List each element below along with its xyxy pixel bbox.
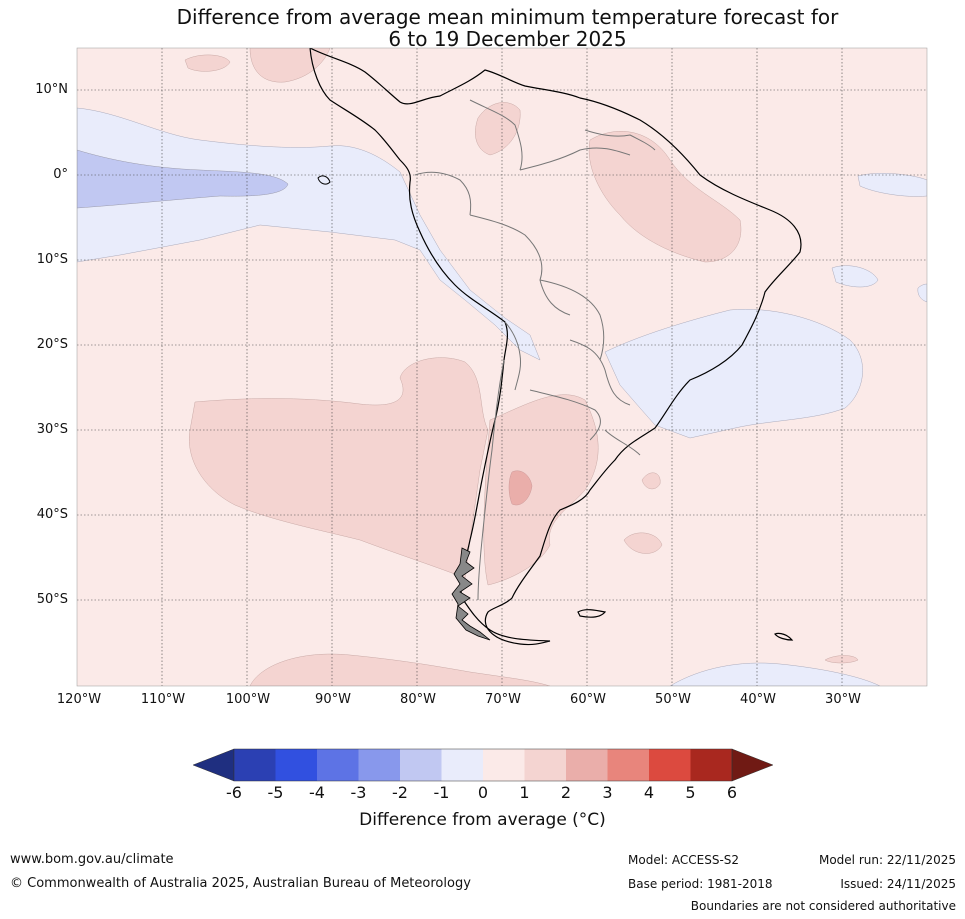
border-argentina-paraguay: [529, 389, 601, 441]
map-frame: [76, 47, 928, 687]
border-chile-argentina: [477, 359, 505, 601]
country-borders: [414, 99, 656, 601]
colorbar-tick: -4: [309, 783, 325, 802]
falkland-islands: [577, 609, 607, 618]
border-bolivia-brazil: [539, 279, 605, 361]
south-georgia-island: [774, 632, 794, 641]
border-colombia-ecuador: [414, 171, 472, 216]
colorbar-segment: [441, 749, 483, 781]
colorbar-tick: 4: [643, 783, 655, 802]
lat-label-0: 0°: [53, 167, 68, 182]
colorbar-tick: -5: [267, 783, 284, 802]
lon-label-80w: 80°W: [400, 692, 436, 707]
colorbar-tick: 5: [685, 783, 696, 802]
colorbar-arrow-high: [731, 748, 774, 782]
anomaly-area-southeast-pink: [824, 655, 859, 664]
anomaly-area-minus2: [77, 149, 289, 209]
anomaly-area-southeast-pacific: [188, 357, 489, 579]
patagonia-fjords: [451, 547, 491, 641]
anomaly-area-north-pacific: [184, 54, 231, 72]
footer-base-period: Base period: 1981-2018: [628, 877, 773, 891]
colorbar-segment: [524, 749, 566, 781]
anomaly-area-argentina-core: [508, 470, 533, 506]
lat-label-10n: 10°N: [35, 82, 68, 97]
lon-label-50w: 50°W: [655, 692, 691, 707]
forecast-map: [76, 47, 928, 687]
lon-label-30w: 30°W: [825, 692, 861, 707]
colorbar-tick: 6: [726, 783, 738, 802]
south-america-coastline: [309, 48, 802, 646]
colorbar-tick: 2: [560, 783, 572, 802]
lon-label-100w: 100°W: [225, 692, 271, 707]
border-peru-brazil: [469, 214, 571, 316]
footer-model-run: Model run: 22/11/2025: [818, 853, 956, 867]
colorbar-segment: [690, 749, 732, 781]
colorbar-segment: [607, 749, 649, 781]
lat-label-30s: 30°S: [36, 422, 68, 437]
colorbar-segment: [234, 749, 276, 781]
anomaly-area-atlantic-edge: [857, 173, 927, 197]
anomaly-area-colombia: [475, 102, 521, 156]
colorbar-tick: 1: [519, 783, 530, 802]
anomaly-area-atlantic-small: [831, 265, 879, 288]
colorbar-tick: 0: [477, 783, 489, 802]
colorbar-segment: [566, 749, 608, 781]
colorbar-label: Difference from average (°C): [359, 810, 606, 830]
anomaly-area-central-america: [249, 48, 331, 83]
lon-label-40w: 40°W: [740, 692, 776, 707]
colorbar-segment: [317, 749, 359, 781]
footer-model: Model: ACCESS-S2: [628, 853, 740, 867]
colorbar-tick: -6: [226, 783, 242, 802]
anomaly-area-uruguay-offshore: [641, 472, 661, 490]
anomaly-area-south-atlantic: [669, 662, 881, 686]
border-peru-bolivia: [504, 321, 521, 391]
colorbar-segment: [400, 749, 442, 781]
lat-label-20s: 20°S: [36, 337, 68, 352]
lon-label-70w: 70°W: [485, 692, 521, 707]
border-guianas: [584, 129, 656, 151]
border-uruguay: [604, 429, 641, 456]
colorbar-arrow-low: [192, 748, 235, 782]
border-colombia-venezuela: [469, 99, 523, 171]
footer-website: www.bom.gov.au/climate: [10, 852, 174, 867]
anomaly-area-south-atlantic-pink: [623, 532, 663, 554]
lat-label-10s: 10°S: [36, 252, 68, 267]
border-brazil-venezuela: [519, 147, 631, 171]
colorbar: [192, 748, 774, 782]
colorbar-tick: -3: [350, 783, 367, 802]
footer-copyright: © Commonwealth of Australia 2025, Austra…: [10, 876, 471, 891]
colorbar-segment: [483, 749, 525, 781]
colorbar-segment: [649, 749, 691, 781]
footer-issued: Issued: 24/11/2025: [840, 877, 956, 891]
colorbar-tick: -1: [433, 783, 450, 802]
lat-label-40s: 40°S: [36, 507, 68, 522]
anomaly-area-brazil-north: [588, 131, 742, 263]
lon-label-60w: 60°W: [570, 692, 606, 707]
anomaly-area-east-edge: [917, 283, 927, 303]
border-bolivia-paraguay: [569, 339, 631, 406]
lon-label-120w: 120°W: [56, 692, 102, 707]
anomaly-area-southern-ocean: [249, 653, 551, 686]
colorbar-tick: -2: [392, 783, 408, 802]
map-title-line-1: Difference from average mean minimum tem…: [176, 5, 839, 29]
colorbar-outline: [233, 748, 733, 782]
map-title-line-2: 6 to 19 December 2025: [388, 27, 627, 51]
lat-label-50s: 50°S: [36, 592, 68, 607]
colorbar-tick: 3: [602, 783, 613, 802]
galapagos-islands: [317, 175, 331, 185]
lon-label-90w: 90°W: [315, 692, 351, 707]
colorbar-segment: [358, 749, 400, 781]
graticule: [77, 48, 927, 686]
footer-disclaimer: Boundaries are not considered authoritat…: [690, 899, 956, 913]
lon-label-110w: 110°W: [140, 692, 186, 707]
colorbar-segment: [275, 749, 317, 781]
